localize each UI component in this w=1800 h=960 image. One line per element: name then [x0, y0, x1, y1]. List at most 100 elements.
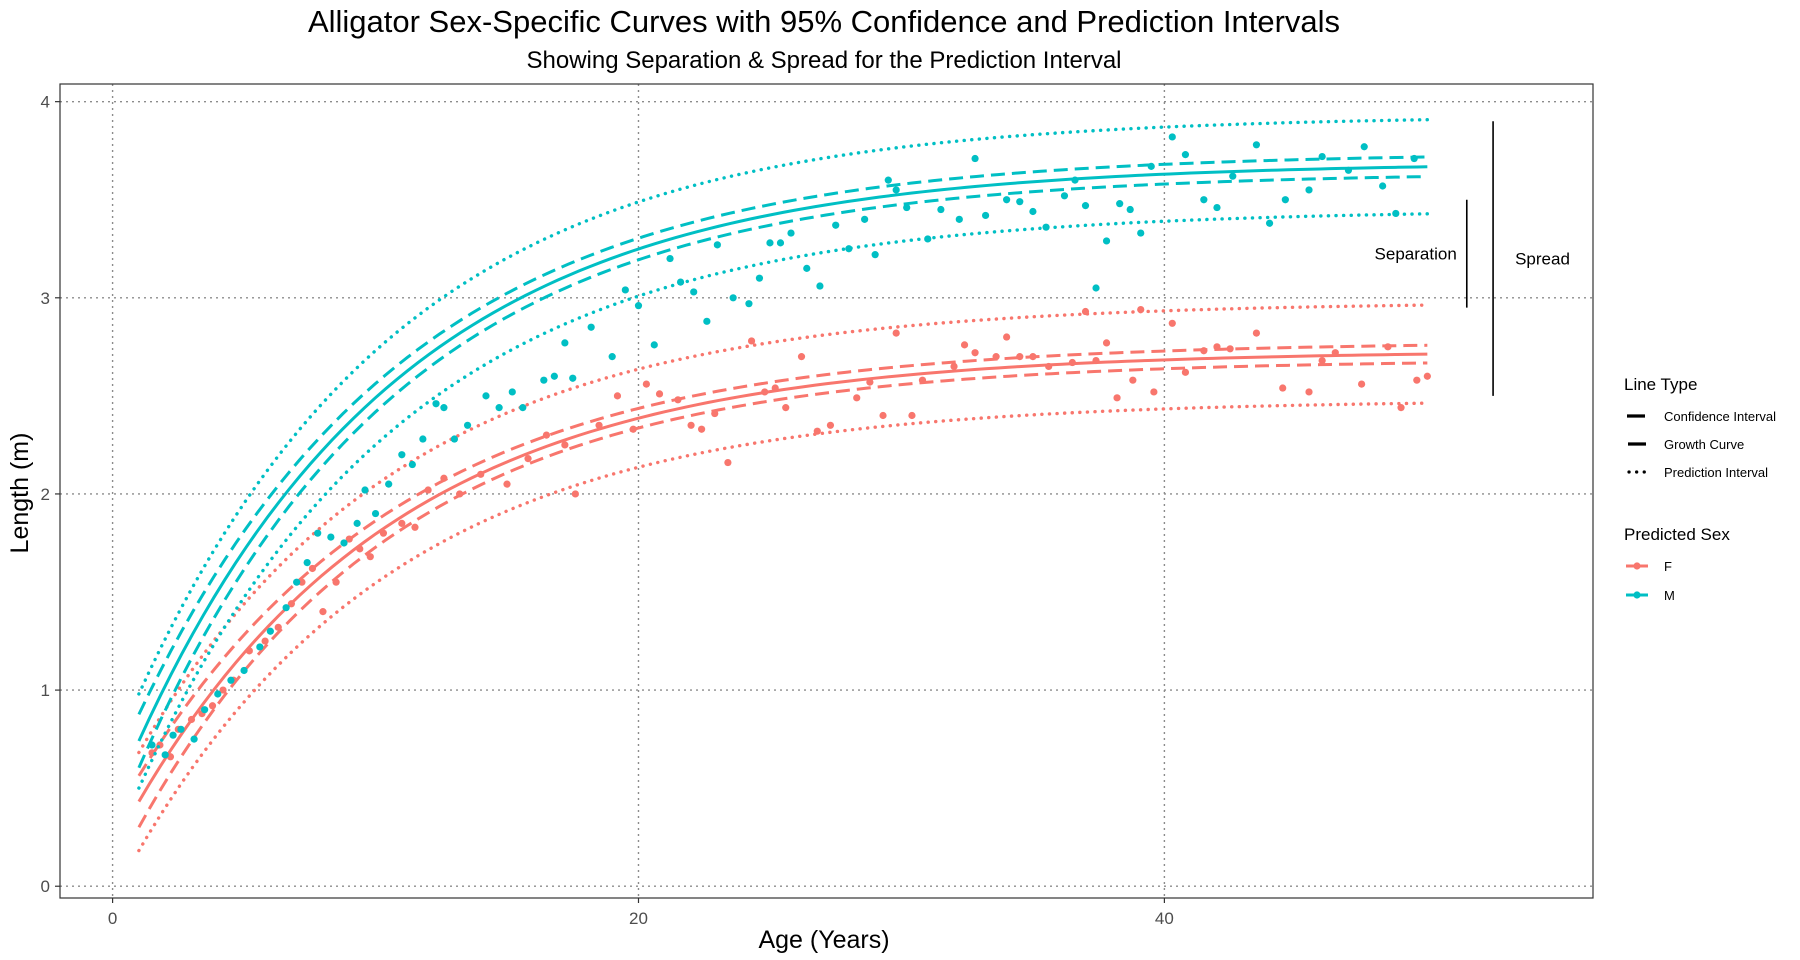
data-point-f: [613, 392, 622, 400]
data-point-f: [908, 411, 916, 420]
data-point-m: [1229, 172, 1237, 180]
data-point-m: [1029, 207, 1037, 216]
data-point-f: [826, 421, 835, 429]
data-point-m: [398, 451, 406, 459]
data-point-f: [1423, 372, 1431, 380]
legend-key-point-m: [1633, 591, 1641, 599]
data-point-m: [256, 643, 264, 651]
data-point-m: [371, 509, 380, 518]
data-point-f: [524, 455, 532, 463]
data-point-m: [214, 690, 222, 698]
legend-key-point-f: [1633, 562, 1641, 570]
prediction-interval-upper-f: [137, 303, 1430, 755]
data-point-m: [1318, 152, 1326, 161]
data-point-m: [884, 176, 892, 184]
data-point-f: [782, 404, 790, 412]
x-tick-label: 40: [1155, 909, 1174, 928]
spread-label: Spread: [1515, 250, 1570, 269]
data-point-m: [161, 751, 169, 759]
data-point-m: [1181, 151, 1190, 159]
data-point-f: [1150, 388, 1158, 396]
data-point-f: [797, 353, 806, 361]
data-point-m: [955, 215, 963, 223]
growth-curve-m: [137, 165, 1428, 742]
data-point-f: [1413, 376, 1421, 384]
data-point-f: [642, 380, 650, 388]
data-point-f: [697, 425, 706, 433]
x-tick-label: 0: [108, 909, 117, 928]
data-point-f: [542, 431, 551, 439]
data-point-f: [398, 519, 406, 527]
data-point-m: [1360, 143, 1368, 151]
data-point-f: [208, 702, 217, 710]
data-point-m: [1213, 203, 1221, 212]
confidence-interval-upper-f: [137, 343, 1428, 777]
separation-label: Separation: [1375, 245, 1457, 264]
data-point-f: [571, 490, 579, 498]
confidence-interval-lower-f: [137, 361, 1428, 828]
data-point-f: [1358, 380, 1366, 388]
data-point-m: [832, 221, 840, 229]
data-point-m: [1060, 192, 1069, 200]
data-point-f: [1113, 394, 1121, 402]
data-point-m: [463, 421, 472, 429]
data-point-f: [853, 394, 861, 402]
data-point-f: [747, 337, 756, 345]
legend-title-predicted-sex: Predicted Sex: [1624, 525, 1730, 544]
y-tick-label: 0: [41, 877, 50, 896]
data-point-f: [971, 349, 979, 357]
data-point-m: [1379, 182, 1387, 190]
data-point-m: [482, 392, 490, 400]
data-point-f: [1129, 376, 1137, 384]
data-point-m: [1092, 284, 1100, 292]
data-point-m: [550, 372, 558, 380]
data-point-m: [803, 264, 811, 272]
data-point-m: [450, 435, 459, 443]
data-point-f: [503, 480, 511, 488]
data-point-m: [361, 486, 369, 494]
data-point-m: [745, 300, 753, 308]
data-point-m: [587, 323, 595, 331]
legend-label-growth-curve: Growth Curve: [1664, 437, 1744, 452]
data-point-m: [240, 666, 248, 675]
data-point-m: [650, 341, 658, 349]
data-point-m: [1305, 186, 1313, 194]
legend-label-prediction-interval: Prediction Interval: [1664, 465, 1768, 480]
data-point-m: [495, 404, 503, 412]
y-tick-label: 1: [41, 681, 50, 700]
data-point-f: [411, 523, 419, 531]
data-point-m: [293, 578, 301, 586]
data-point-m: [440, 404, 448, 412]
data-point-f: [655, 390, 664, 398]
data-point-m: [861, 215, 869, 223]
data-point-f: [950, 362, 958, 371]
data-point-m: [419, 435, 427, 443]
data-point-m: [519, 404, 527, 412]
data-point-m: [713, 241, 721, 249]
prediction-interval-upper-m: [137, 117, 1430, 696]
data-point-m: [1102, 237, 1111, 245]
data-point-m: [903, 203, 911, 212]
data-point-m: [634, 302, 643, 310]
growth-curve-f: [137, 352, 1428, 803]
data-point-m: [508, 388, 516, 396]
annotations: Separation Spread: [1375, 121, 1570, 396]
confidence-interval-lower-m: [137, 175, 1428, 769]
data-point-m: [385, 480, 393, 488]
prediction-interval-lower-m: [137, 212, 1430, 790]
data-point-f: [1168, 319, 1176, 327]
data-point-f: [1252, 329, 1261, 337]
legend-label-f: F: [1664, 559, 1672, 574]
data-point-f: [366, 553, 374, 561]
data-point-f: [687, 421, 695, 429]
chart-title: Alligator Sex-Specific Curves with 95% C…: [308, 4, 1340, 39]
axis-ticks: 0 20 40 0 1 2 3 4: [41, 93, 1174, 928]
data-point-m: [569, 374, 577, 382]
data-point-m: [408, 460, 416, 469]
data-point-m: [282, 604, 290, 612]
data-point-m: [190, 735, 198, 743]
data-point-m: [729, 294, 737, 302]
data-point-f: [219, 686, 227, 694]
